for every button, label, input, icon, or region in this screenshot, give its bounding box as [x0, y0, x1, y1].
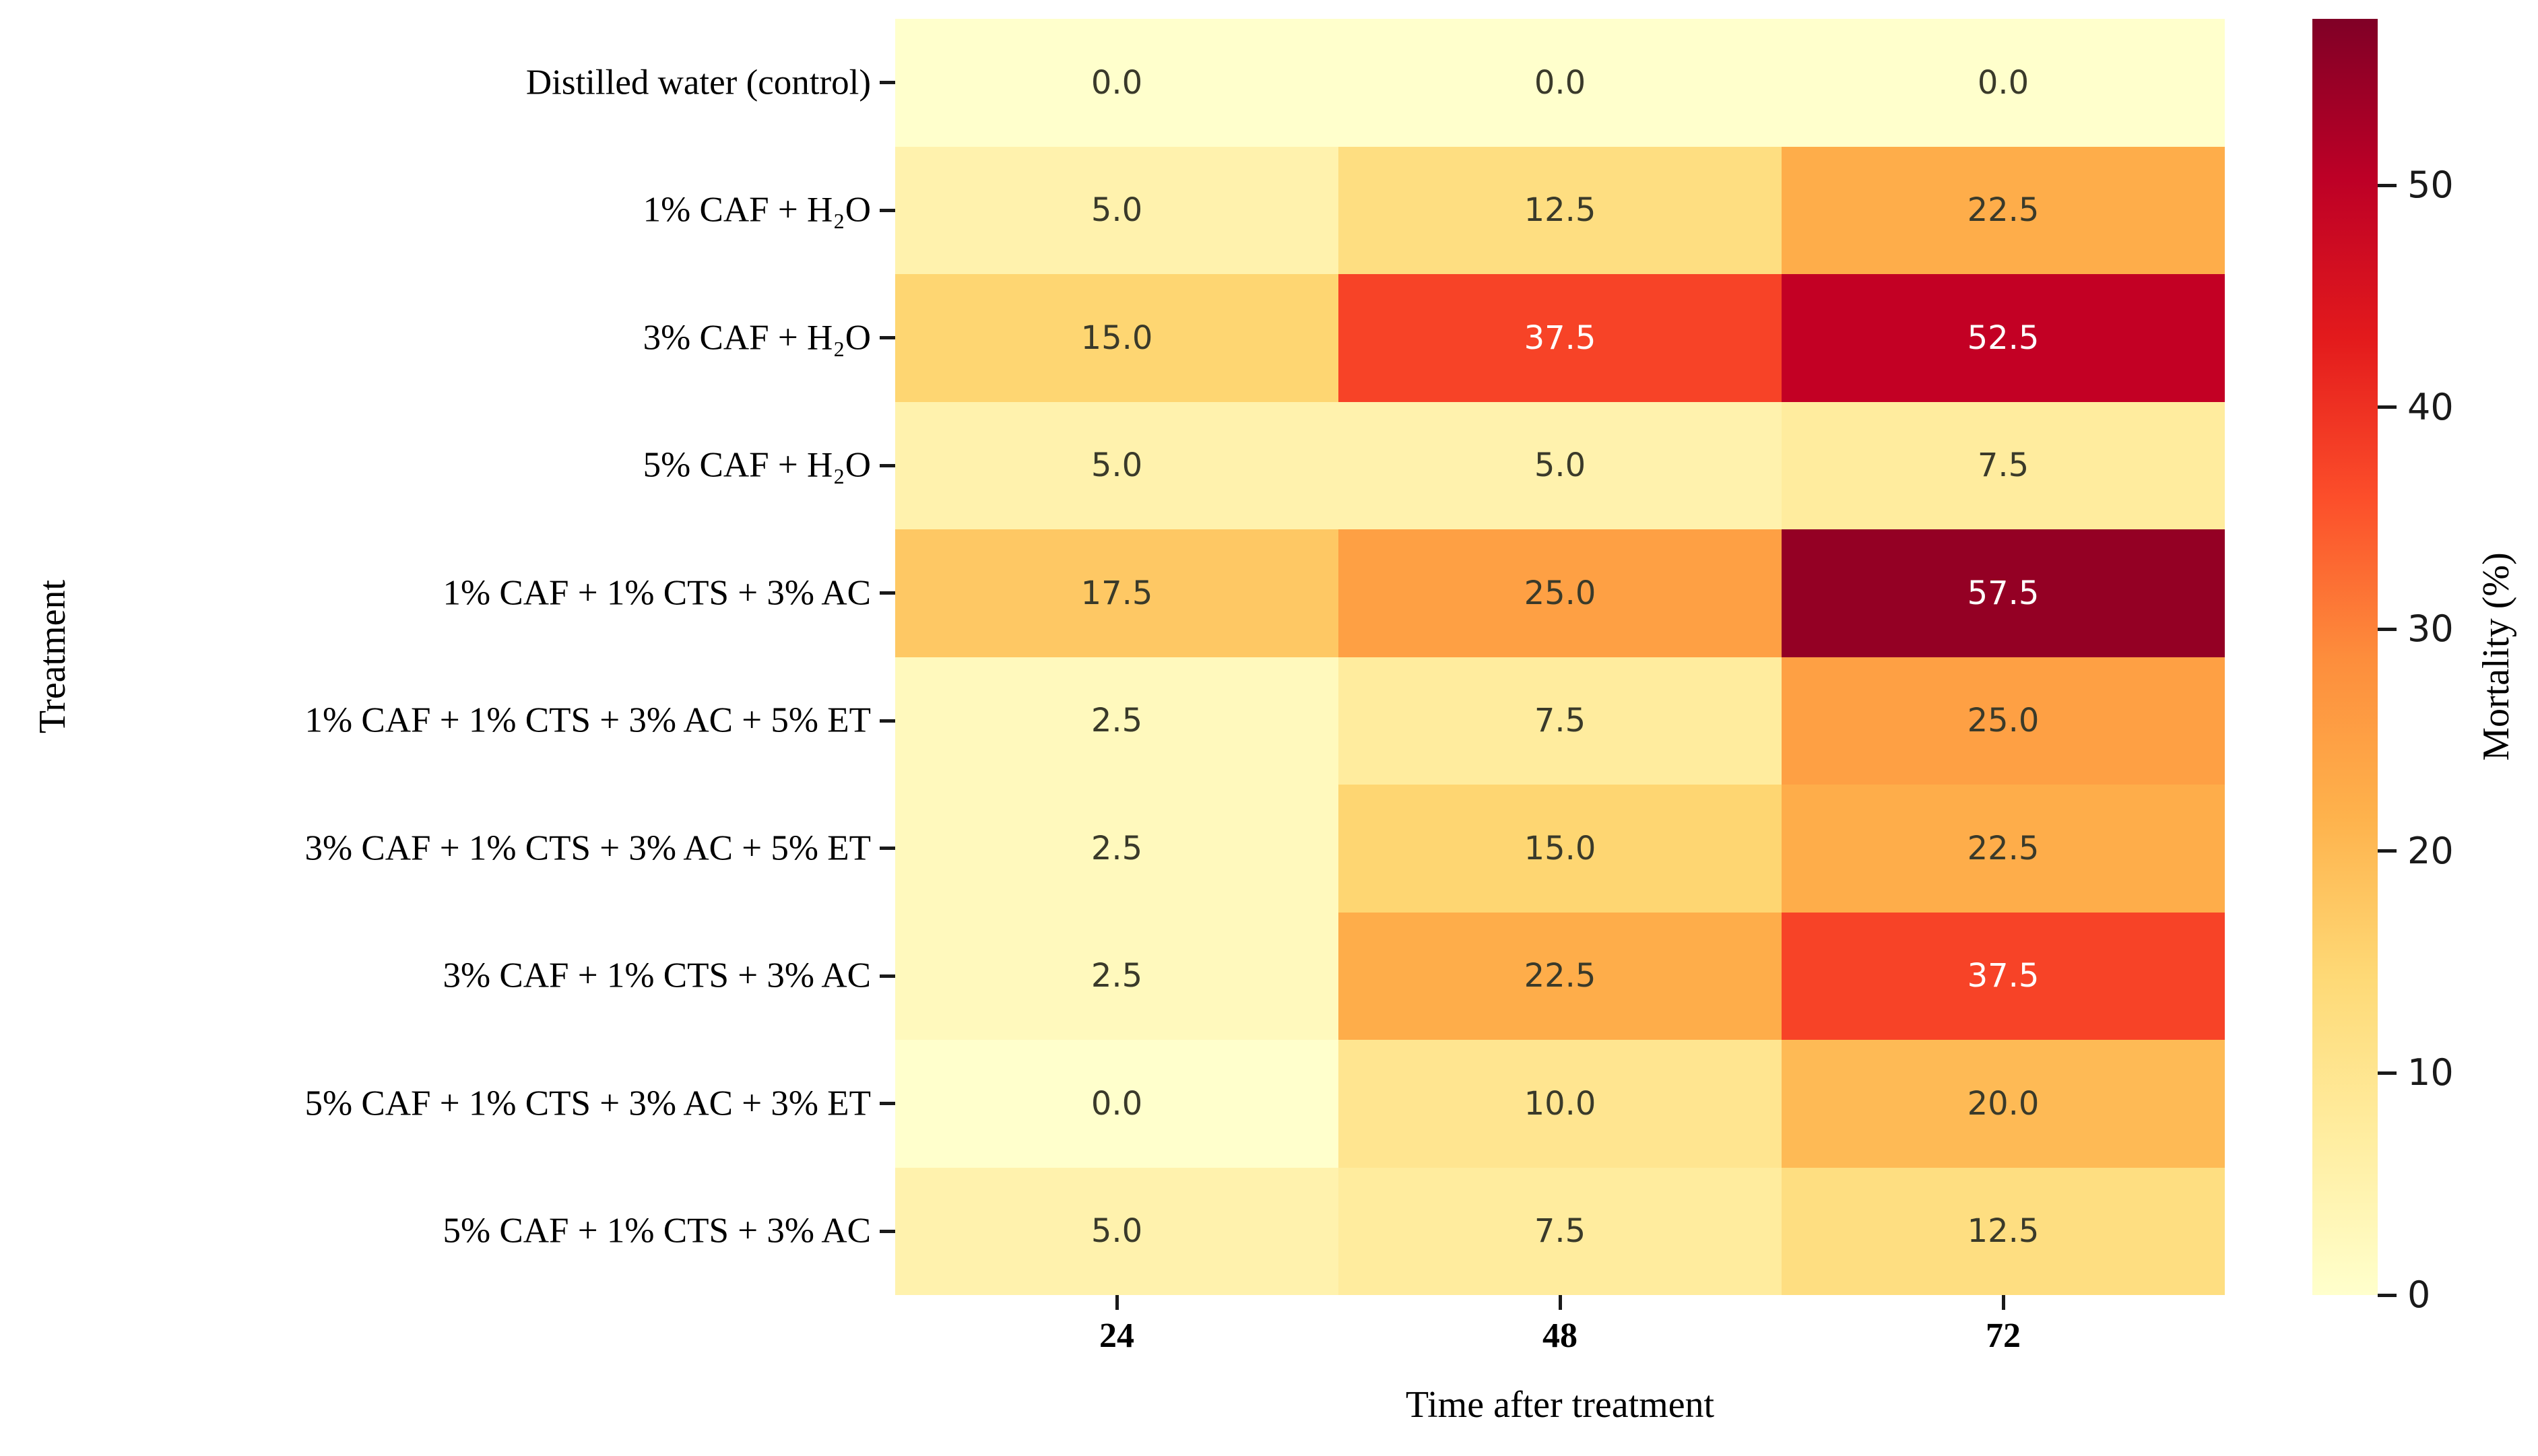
heatmap-cell: 12.5 [1338, 146, 1782, 274]
y-tick-mark [880, 1102, 895, 1106]
heatmap-cell: 25.0 [1338, 529, 1782, 657]
x-axis-title: Time after treatment [1405, 1384, 1715, 1426]
colorbar-tick-mark [2378, 849, 2397, 853]
heatmap-cell: 57.5 [1782, 529, 2225, 657]
heatmap-cell: 22.5 [1782, 146, 2225, 274]
heatmap-cell: 20.0 [1782, 1040, 2225, 1168]
heatmap-cell: 2.5 [895, 785, 1338, 913]
x-tick-mark [1115, 1295, 1119, 1310]
y-tick-mark [880, 208, 895, 212]
colorbar-tick-mark [2378, 1293, 2397, 1297]
heatmap-cell: 5.0 [895, 401, 1338, 529]
y-tick-label: 3% CAF + H₂O [643, 318, 871, 358]
heatmap-cell: 22.5 [1338, 912, 1782, 1040]
heatmap-cell: 7.5 [1338, 1167, 1782, 1295]
heatmap-plot-area: 0.0 0.0 0.0 5.0 12.5 22.5 15.0 37.5 52.5 5.0 5.0 7.… [895, 19, 2225, 1295]
y-tick-label: 3% CAF + 1% CTS + 3% AC + 5% ET [304, 828, 871, 868]
heatmap-cell: 52.5 [1782, 274, 2225, 402]
heatmap-cell: 22.5 [1782, 785, 2225, 913]
colorbar-tick-mark [2378, 627, 2397, 631]
x-tick-label: 72 [1986, 1317, 2021, 1355]
colorbar-tick-label: 50 [2407, 164, 2454, 207]
heatmap-cell: 0.0 [895, 19, 1338, 147]
colorbar-tick-label: 20 [2407, 829, 2454, 872]
x-tick-mark [1558, 1295, 1562, 1310]
heatmap-cell: 2.5 [895, 657, 1338, 785]
y-tick-mark [880, 974, 895, 978]
colorbar-tick-label: 0 [2407, 1273, 2431, 1316]
heatmap-cell: 0.0 [1338, 19, 1782, 147]
heatmap-cell: 0.0 [895, 1040, 1338, 1168]
y-tick-mark [880, 591, 895, 595]
y-tick-mark [880, 847, 895, 851]
heatmap-cell: 17.5 [895, 529, 1338, 657]
y-axis-title: Treatment [32, 579, 73, 734]
heatmap-cell: 5.0 [895, 1167, 1338, 1295]
colorbar-tick-label: 10 [2407, 1051, 2454, 1094]
heatmap-cell: 0.0 [1782, 19, 2225, 147]
colorbar-title: Mortality (%) [2475, 552, 2517, 761]
x-tick-label: 24 [1099, 1317, 1134, 1355]
heatmap-cell: 5.0 [1338, 401, 1782, 529]
y-tick-label: 3% CAF + 1% CTS + 3% AC [443, 956, 871, 995]
heatmap-cell: 2.5 [895, 912, 1338, 1040]
heatmap-cell: 10.0 [1338, 1040, 1782, 1168]
heatmap-cell: 25.0 [1782, 657, 2225, 785]
colorbar-tick-mark [2378, 183, 2397, 187]
heatmap-cell: 7.5 [1782, 401, 2225, 529]
colorbar-tick-mark [2378, 1071, 2397, 1075]
heatmap-cell: 15.0 [895, 274, 1338, 402]
y-tick-mark [880, 463, 895, 467]
y-tick-label: 1% CAF + 1% CTS + 3% AC [443, 573, 871, 613]
colorbar-gradient [2312, 19, 2378, 1295]
y-tick-label: Distilled water (control) [525, 63, 871, 102]
y-tick-label: 5% CAF + 1% CTS + 3% AC [443, 1211, 871, 1251]
y-tick-label: 1% CAF + 1% CTS + 3% AC + 5% ET [304, 700, 871, 740]
heatmap-cell: 37.5 [1338, 274, 1782, 402]
heatmap-cell: 12.5 [1782, 1167, 2225, 1295]
y-tick-mark [880, 1229, 895, 1233]
colorbar-tick-mark [2378, 405, 2397, 409]
x-tick-label: 48 [1542, 1317, 1577, 1355]
colorbar-tick-label: 30 [2407, 607, 2454, 651]
heatmap-cell: 7.5 [1338, 657, 1782, 785]
heatmap-cell: 15.0 [1338, 785, 1782, 913]
heatmap-cell: 37.5 [1782, 912, 2225, 1040]
x-tick-mark [2001, 1295, 2005, 1310]
colorbar-tick-label: 40 [2407, 385, 2454, 428]
y-tick-label: 5% CAF + 1% CTS + 3% AC + 3% ET [304, 1084, 871, 1123]
y-tick-mark [880, 719, 895, 723]
y-tick-label: 1% CAF + H₂O [643, 190, 871, 230]
heatmap-cell: 5.0 [895, 146, 1338, 274]
y-tick-mark [880, 336, 895, 340]
y-tick-mark [880, 81, 895, 85]
y-tick-label: 5% CAF + H₂O [643, 445, 871, 485]
